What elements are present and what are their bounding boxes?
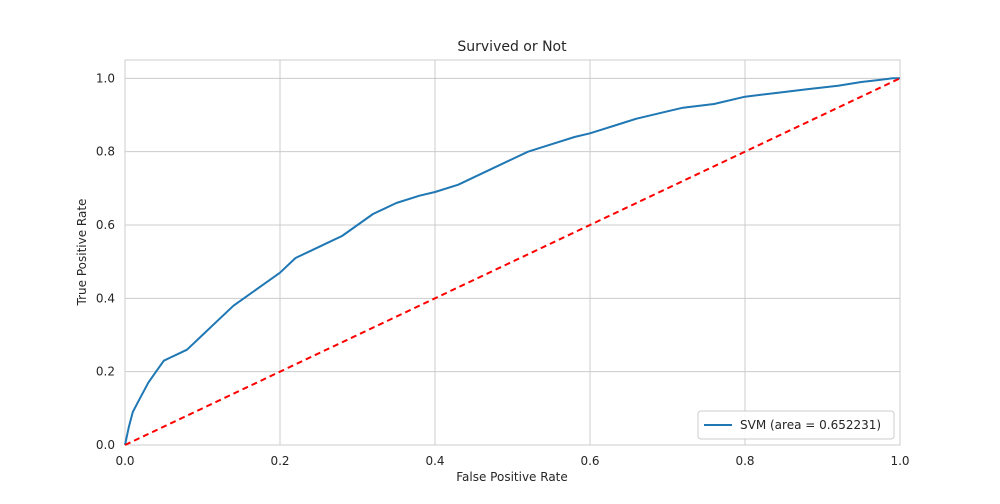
roc-curve-line (124, 77, 900, 446)
y-tick-label: 0.4 (96, 291, 115, 305)
series-layer (124, 77, 901, 446)
plot-frame (124, 59, 901, 446)
y-axis-label: True Positive Rate (75, 199, 89, 307)
x-tick-label: 1.0 (890, 454, 909, 468)
x-tick-label: 0.0 (115, 454, 134, 468)
x-tick-label: 0.4 (425, 454, 444, 468)
plot-background (125, 60, 900, 445)
chance-diagonal-line (124, 77, 901, 446)
tick-labels: 0.0 0.2 0.4 0.6 0.8 1.0 0.0 0.2 0.4 0.6 0.8 1.0 (96, 71, 910, 468)
y-tick-label: 0.0 (96, 438, 115, 452)
y-tick-label: 0.8 (96, 145, 115, 159)
legend-box (697, 410, 895, 440)
y-tick-label: 0.2 (96, 365, 115, 379)
x-tick-label: 0.6 (580, 454, 599, 468)
legend: SVM (area = 0.652231) (697, 410, 895, 440)
y-tick-label: 0.6 (96, 218, 115, 232)
x-axis-label: False Positive Rate (456, 470, 568, 484)
chart-title: Survived or Not (457, 39, 567, 55)
y-tick-label: 1.0 (96, 71, 115, 85)
x-tick-label: 0.2 (270, 454, 289, 468)
legend-label-svm: SVM (area = 0.652231) (740, 418, 881, 432)
x-tick-label: 0.8 (735, 454, 754, 468)
